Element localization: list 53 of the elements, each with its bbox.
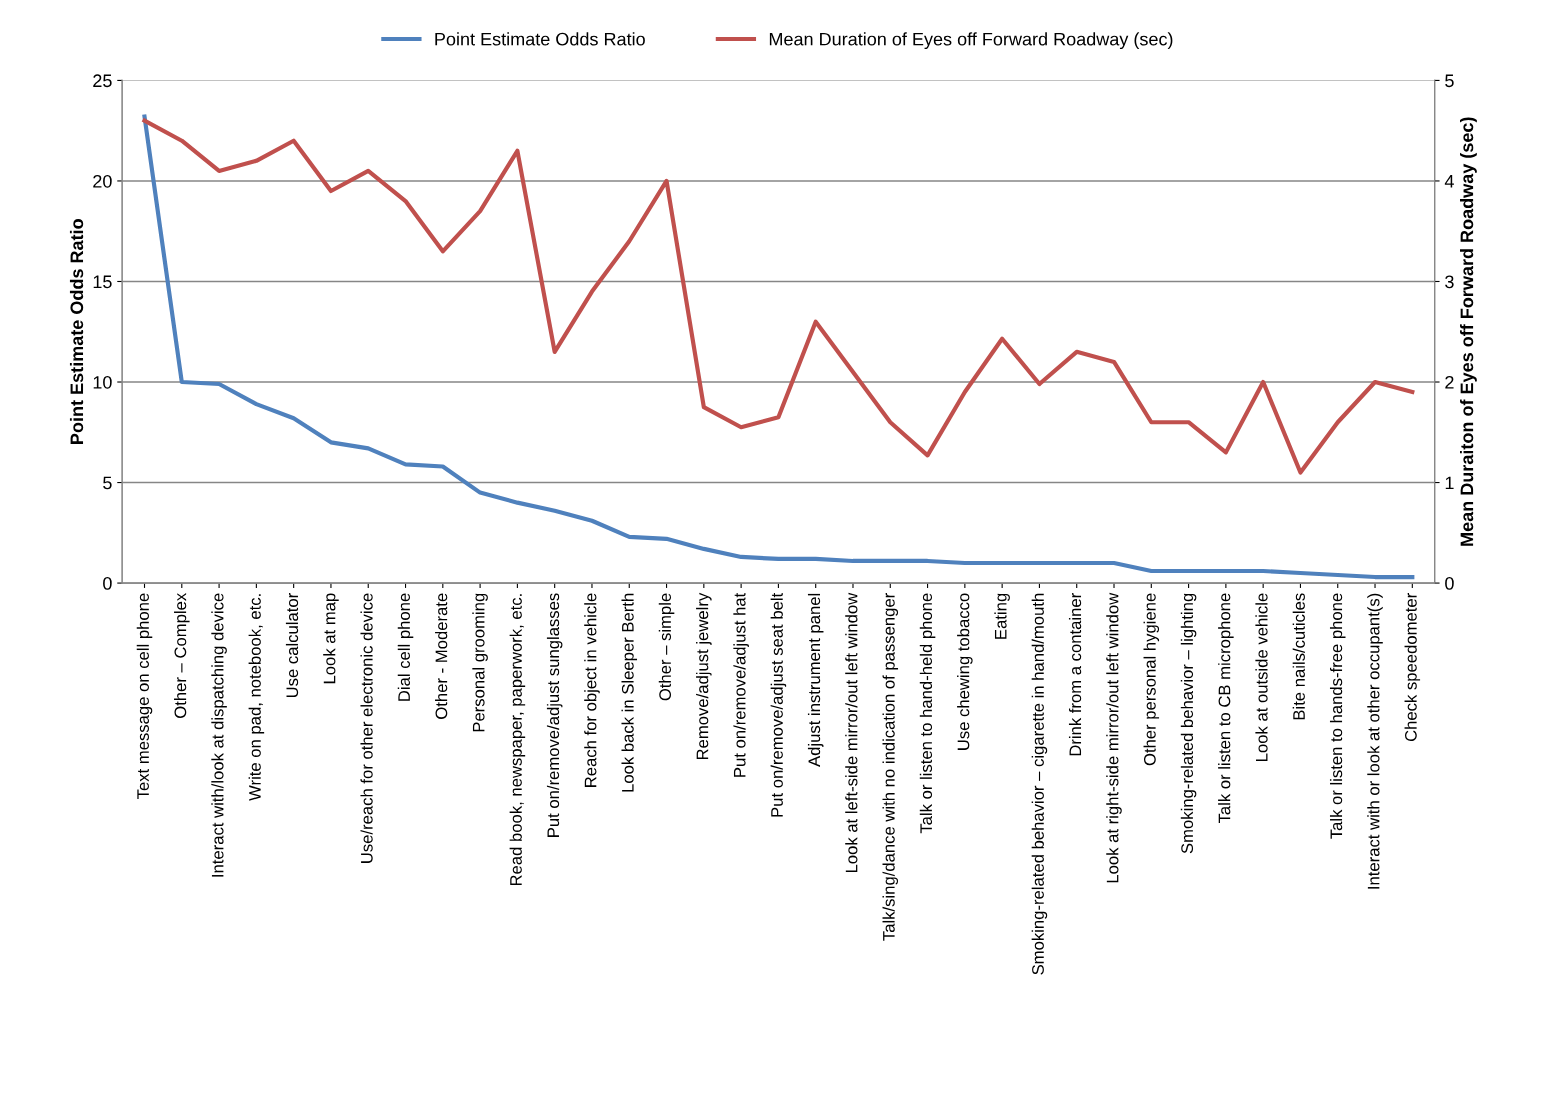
- y-tick-label: 15: [93, 275, 112, 289]
- x-tick-label: Drink from a container: [1068, 593, 1082, 756]
- x-tick-label: Read book, newspaper, paperwork, etc.: [509, 594, 526, 886]
- legend-label: Mean Duration of Eyes off Forward Roadway (sec): [769, 32, 1173, 50]
- x-tick-label: Other – simple: [658, 593, 675, 701]
- x-tick-label: Look at left-side mirror/out left window: [845, 592, 858, 873]
- x-tick-label: Write on pad, notebook, etc.: [248, 594, 265, 801]
- y2-tick-label: 3: [1445, 275, 1454, 289]
- y-tick-label: 25: [93, 74, 112, 88]
- x-tick-label: Put on/remove/adjust sunglasses: [546, 593, 563, 837]
- y2-axis-title: Mean Duraiton of Eyes off Forward Roadway (sec): [1460, 117, 1477, 546]
- x-tick-label: Smoking-related behavior – lighting: [1180, 593, 1197, 854]
- x-tick-label: Use chewing tobacco: [957, 593, 973, 750]
- y2-tick-label: 2: [1445, 375, 1454, 389]
- x-tick-label: Text message on cell phone: [136, 593, 153, 800]
- x-tick-label: Other – Complex: [174, 592, 190, 718]
- x-tick-label: Remove/adjust jewelry: [696, 592, 712, 760]
- line-series: [142, 118, 1415, 475]
- y-axis-title: Point Estimate Odds Ratio: [69, 219, 84, 444]
- x-tick-label: Smoking-related behavior – cigarette in hand/mouth: [1031, 593, 1048, 975]
- x-tick-label: Reach for object in vehicle: [584, 593, 600, 787]
- x-tick-label: Use/reach for other electronic device: [360, 593, 373, 863]
- x-tick-label: Interact with or look at other occupant(s): [1367, 593, 1383, 889]
- x-tick-label: Dial cell phone: [397, 593, 414, 701]
- legend-label: Point Estimate Odds Ratio: [435, 32, 645, 46]
- x-tick-label: Other - Moderate: [435, 593, 448, 719]
- x-tick-label: Look at right-side mirror/out left window: [1106, 592, 1122, 883]
- x-tick-label: Interact with/look at dispatching device: [211, 593, 227, 877]
- x-tick-label: Check speedometer: [1404, 593, 1421, 742]
- line-series: [142, 114, 1415, 580]
- x-tick-label: Look at map: [323, 593, 339, 684]
- x-tick-label: Use calculator: [285, 593, 299, 698]
- x-tick-label: Talk or listen to CB microphone: [1218, 593, 1234, 824]
- y2-tick-label: 0: [1445, 577, 1454, 590]
- x-tick-label: Look back in Sleeper Berth: [621, 593, 638, 792]
- y2-tick-label: 1: [1445, 476, 1454, 490]
- y-tick-label: 5: [103, 476, 112, 490]
- x-tick-label: Put on/remove/adjust seat belt: [770, 592, 787, 817]
- y-tick-label: 0: [103, 577, 112, 590]
- x-tick-label: Look at outside vehicle: [1255, 593, 1268, 761]
- x-tick-label: Adjust instrument panel: [807, 593, 824, 767]
- x-tick-label: Put on/remove/adjust hat: [733, 592, 749, 777]
- x-tick-label: Talk or listen to hands-free phone: [1329, 593, 1346, 839]
- y2-tick-label: 5: [1445, 74, 1454, 88]
- x-tick-label: Talk/sing/dance with no indication of passenger: [882, 593, 899, 941]
- y-tick-label: 20: [93, 174, 112, 188]
- x-tick-label: Other personal hygiene: [1143, 593, 1160, 766]
- x-tick-label: Personal grooming: [472, 593, 488, 732]
- y-tick-label: 10: [93, 375, 112, 389]
- x-tick-label: Eating: [994, 593, 1010, 639]
- y2-tick-label: 4: [1444, 175, 1454, 188]
- x-tick-label: Bite nails/cuticles: [1292, 593, 1305, 720]
- x-tick-label: Talk or listen to hand-held phone: [919, 593, 936, 834]
